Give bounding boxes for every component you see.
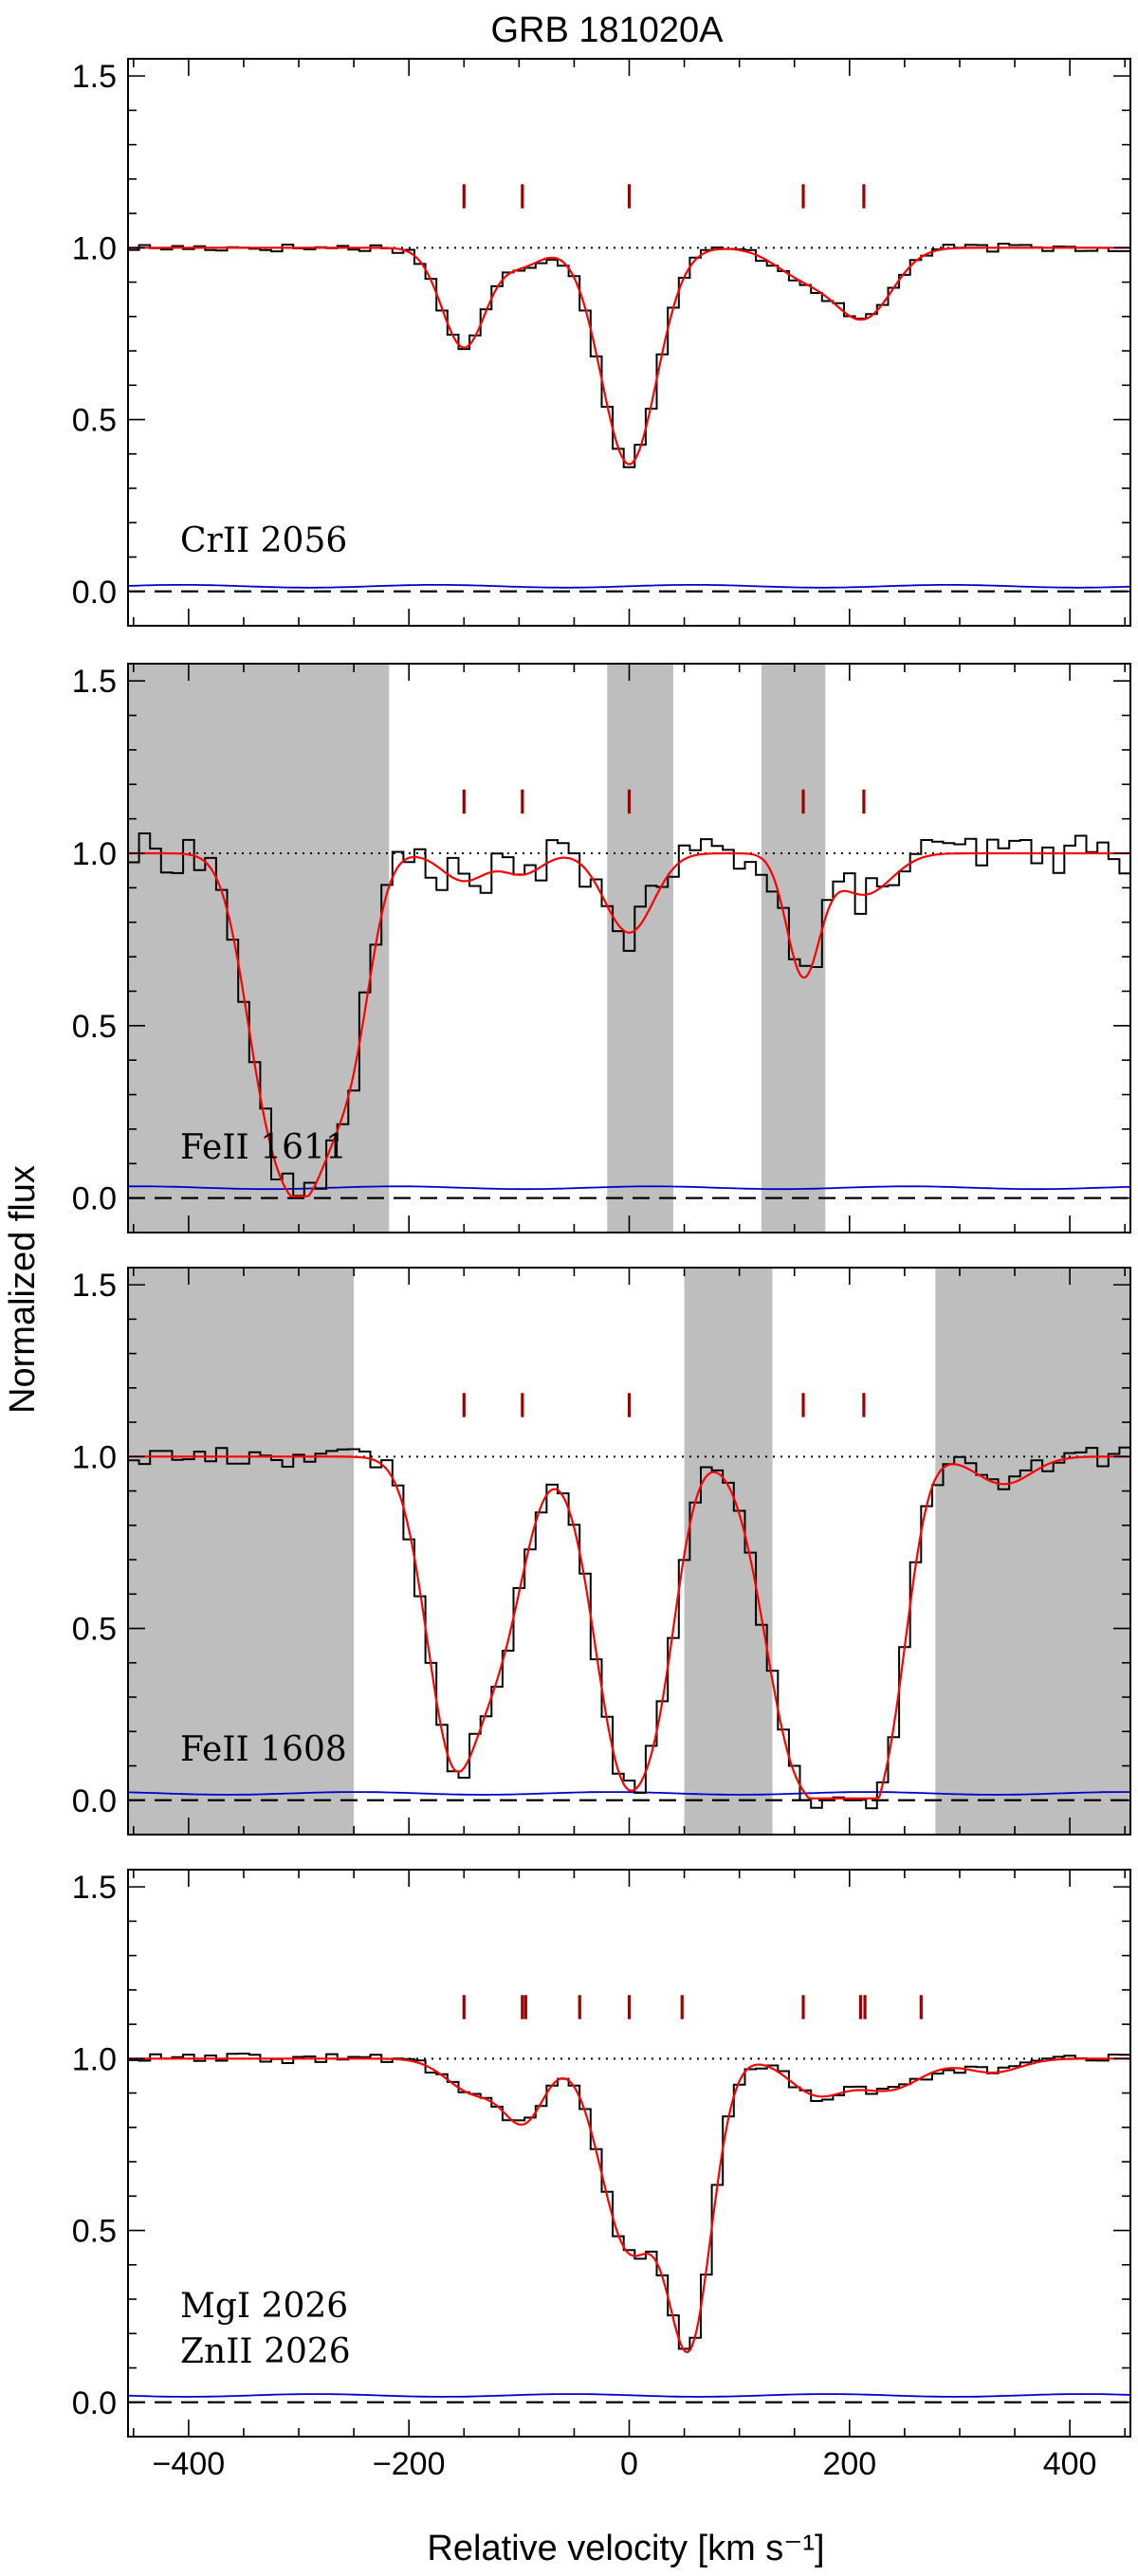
- figure-title: GRB 181020A: [490, 10, 724, 50]
- y-tick-label: 0.5: [72, 1009, 117, 1045]
- y-tick-label: 0.0: [72, 575, 117, 611]
- y-tick-label: 0.5: [72, 1612, 117, 1648]
- y-tick-label: 1.5: [72, 664, 117, 700]
- y-tick-label: 1.0: [72, 836, 117, 872]
- observed-spectrum: [128, 243, 1130, 468]
- model-fit-line: [128, 247, 1130, 466]
- panel-3: 0.0 0.5 1.0 1.5 FeII 1608: [72, 1267, 1131, 1836]
- ion-label: FeII 1608: [180, 1730, 347, 1769]
- error-spectrum: [127, 2393, 1131, 2398]
- error-spectrum: [127, 584, 1131, 589]
- x-tick-label: 200: [822, 2446, 876, 2482]
- x-tick-label: −400: [153, 2446, 226, 2482]
- x-tick-label: 400: [1043, 2446, 1097, 2482]
- panel-4: 0.0 0.5 1.0 1.5 −400 −200 0 200 400 MgI 2026 ZnII …: [72, 1869, 1131, 2482]
- model-fit-line: [128, 1455, 1130, 1800]
- panels-group: 0.0 0.5 1.0 1.5 CrII 2056 0.0 0.5 1.0 1.5 FeII 16…: [72, 58, 1131, 2482]
- x-tick-label: 0: [620, 2446, 638, 2482]
- error-spectrum: [127, 1791, 1130, 1796]
- masked-region: [935, 1268, 1130, 1835]
- ion-label: ZnII 2026: [180, 2332, 351, 2371]
- y-tick-label: 0.5: [72, 2214, 117, 2250]
- panel-1: 0.0 0.5 1.0 1.5 CrII 2056: [72, 58, 1131, 627]
- y-tick-label: 0.0: [72, 1181, 117, 1217]
- ion-label: CrII 2056: [180, 521, 347, 560]
- panel-2: 0.0 0.5 1.0 1.5 FeII 1611: [72, 663, 1131, 1233]
- error-spectrum: [128, 1185, 1131, 1191]
- masked-region: [761, 664, 826, 1233]
- y-tick-label: 1.0: [72, 2041, 117, 2077]
- masked-region: [684, 1268, 773, 1835]
- y-tick-label: 1.5: [72, 1268, 117, 1304]
- y-tick-label: 0.0: [72, 1783, 117, 1819]
- model-fit-line: [128, 851, 1130, 1197]
- y-tick-label: 0.0: [72, 2385, 117, 2421]
- y-tick-label: 1.0: [72, 230, 117, 266]
- observed-spectrum: [128, 2053, 1130, 2350]
- x-tick-label: −200: [373, 2446, 446, 2482]
- x-axis-title: Relative velocity [km s⁻¹]: [427, 2529, 824, 2568]
- masked-region: [128, 664, 390, 1233]
- masked-region: [128, 1268, 355, 1835]
- y-tick-label: 1.0: [72, 1439, 117, 1475]
- masked-region: [607, 664, 673, 1233]
- y-tick-label: 0.5: [72, 403, 117, 439]
- ion-label: MgI 2026: [180, 2287, 348, 2326]
- observed-spectrum: [128, 1446, 1130, 1810]
- y-tick-label: 1.5: [72, 1870, 117, 1906]
- y-tick-label: 1.5: [72, 59, 117, 95]
- model-fit-line: [128, 2057, 1130, 2354]
- ion-label: FeII 1611: [180, 1128, 347, 1167]
- y-axis-title: Normalized flux: [3, 1165, 43, 1414]
